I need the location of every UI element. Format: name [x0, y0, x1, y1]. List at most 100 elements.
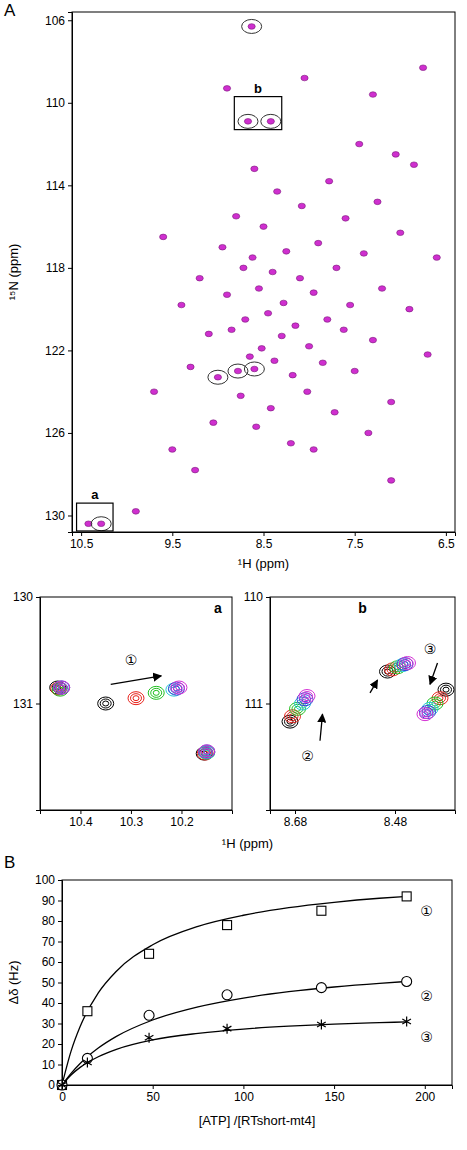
- tick-mark: [58, 880, 62, 881]
- tick-mark: [425, 1085, 426, 1089]
- peak: [419, 65, 426, 71]
- x-axis: 10.59.58.57.56.5: [70, 532, 456, 551]
- y-axis: 110111: [244, 590, 271, 810]
- axis-line: [73, 533, 456, 537]
- tick-mark: [36, 597, 40, 598]
- tick-mark: [58, 1044, 62, 1045]
- tick: 122: [45, 344, 72, 358]
- peak: [310, 290, 317, 296]
- tick-label: 60: [42, 955, 56, 969]
- peak: [267, 119, 274, 125]
- tick: 30: [42, 1017, 62, 1031]
- peak: [324, 317, 331, 323]
- tick-mark: [58, 921, 62, 922]
- peak-contour: [299, 690, 315, 703]
- peak-contour: [304, 694, 310, 699]
- peak: [374, 199, 381, 205]
- peak: [392, 152, 399, 158]
- tick-mark: [68, 103, 72, 104]
- tick-mark: [355, 532, 356, 536]
- peak: [205, 331, 212, 337]
- peak-contour: [422, 708, 433, 717]
- peak: [271, 358, 278, 364]
- tick: 10: [42, 1058, 62, 1072]
- peak: [223, 86, 230, 92]
- data-point: [144, 1010, 154, 1020]
- x-axis-title: ¹H (ppm): [238, 556, 289, 571]
- tick-label: 0: [48, 1078, 55, 1092]
- highlight-ellipse: [261, 114, 281, 128]
- data-point: [223, 921, 232, 930]
- peak: [248, 24, 255, 30]
- peak: [296, 275, 303, 281]
- peak-contour: [151, 688, 162, 697]
- series-label: ②: [420, 988, 433, 1004]
- peak: [251, 166, 258, 172]
- peak: [269, 269, 276, 275]
- peak: [187, 364, 194, 370]
- peak: [274, 189, 281, 195]
- peak: [319, 360, 326, 366]
- tick: 6.5: [438, 532, 455, 551]
- peak-contour: [402, 659, 413, 668]
- tick-label: 7.5: [347, 537, 364, 551]
- tick: 10.2: [170, 810, 194, 829]
- peak: [192, 467, 199, 473]
- tick: 130: [13, 590, 40, 604]
- fit-curve: [62, 981, 407, 1085]
- tick-mark: [36, 704, 40, 705]
- peak: [255, 286, 262, 292]
- peak: [360, 251, 367, 257]
- peak: [246, 354, 253, 360]
- tick-label: 130: [45, 509, 65, 523]
- axis-line: [41, 811, 233, 815]
- peak: [251, 366, 258, 372]
- peak: [369, 337, 376, 343]
- tick-mark: [295, 810, 296, 814]
- panel-label: A: [4, 1, 16, 20]
- axis-line: [36, 598, 41, 811]
- x-axis: 050100150200: [59, 1085, 452, 1104]
- peak-contour: [400, 657, 416, 670]
- peak-contour: [176, 685, 182, 690]
- peak-contour: [54, 681, 70, 694]
- tick-label: 106: [45, 14, 65, 28]
- tick-mark: [58, 983, 62, 984]
- peak: [264, 310, 271, 316]
- peak-contour: [153, 690, 159, 695]
- data-point: [145, 1033, 154, 1043]
- peak: [219, 244, 226, 250]
- y-axis: 106110114118122126130: [45, 13, 73, 533]
- peak: [305, 343, 312, 349]
- peak-contour: [422, 712, 428, 717]
- tick: 111: [245, 697, 270, 711]
- tick-label: 118: [46, 261, 65, 275]
- tick: 100: [234, 1085, 254, 1104]
- peak-contour: [128, 692, 144, 705]
- peak-contour: [103, 701, 109, 706]
- peak-contour: [204, 749, 210, 754]
- shift-arrow: [370, 680, 378, 693]
- peak-contour: [59, 685, 65, 690]
- tick: 70: [42, 935, 62, 949]
- peak: [388, 478, 395, 484]
- tick-label: 10.4: [69, 815, 93, 829]
- plot-frame: [40, 597, 232, 810]
- peak: [342, 216, 349, 222]
- tick: 126: [45, 426, 72, 440]
- peak: [244, 119, 251, 125]
- peak-contour: [54, 681, 70, 694]
- axis-line: [58, 881, 63, 1086]
- peak: [240, 265, 247, 271]
- tick-label: 50: [42, 976, 56, 990]
- tick: 0: [59, 1085, 66, 1104]
- axis-line: [271, 811, 456, 815]
- tick: 8.48: [384, 810, 408, 829]
- tick-mark: [68, 433, 72, 434]
- shift-arrow: [320, 714, 323, 741]
- tick: 40: [42, 996, 62, 1010]
- tick-mark: [395, 810, 396, 814]
- peak-contour: [199, 746, 215, 759]
- peak-contour: [201, 747, 212, 756]
- tick-label: 131: [13, 697, 33, 711]
